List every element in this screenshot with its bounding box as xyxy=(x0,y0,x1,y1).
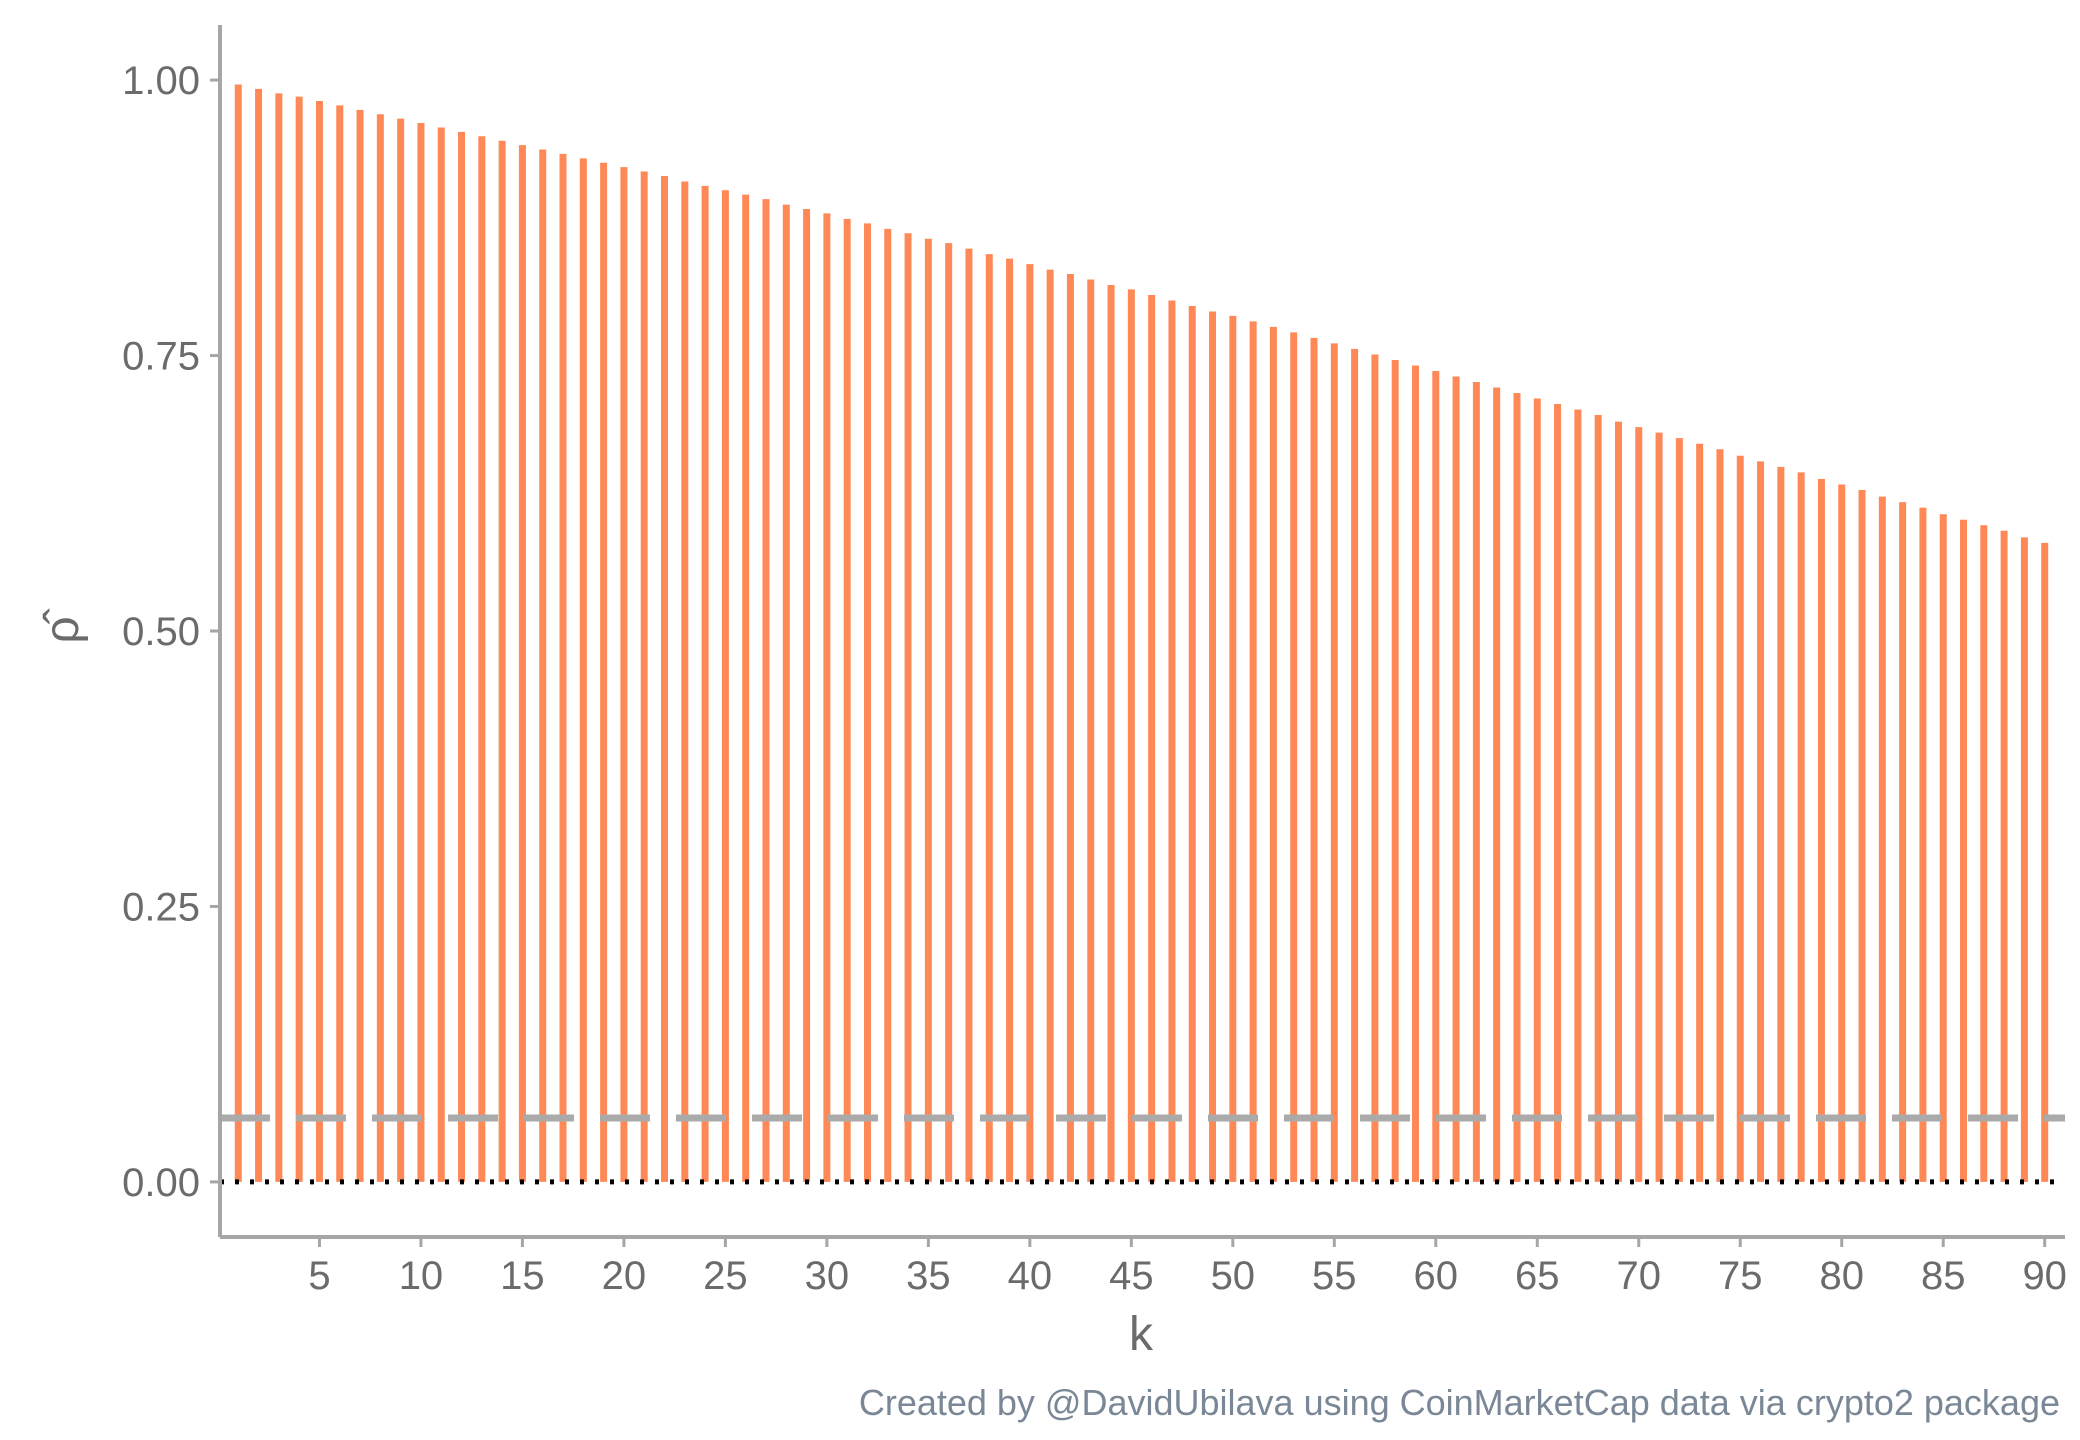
x-tick-label: 70 xyxy=(1617,1254,1662,1298)
x-axis-title: k xyxy=(1129,1308,1154,1361)
x-tick-label: 15 xyxy=(500,1254,545,1298)
x-tick-label: 20 xyxy=(602,1254,647,1298)
x-tick-label: 80 xyxy=(1819,1254,1864,1298)
x-tick-label: 55 xyxy=(1312,1254,1357,1298)
reference-lines xyxy=(220,1114,2065,1185)
x-tick-label: 50 xyxy=(1211,1254,1256,1298)
y-tick-label: 0.25 xyxy=(122,885,200,929)
x-tick-label: 25 xyxy=(703,1254,748,1298)
x-tick-label: 75 xyxy=(1718,1254,1763,1298)
x-tick-label: 10 xyxy=(399,1254,444,1298)
x-tick-label: 65 xyxy=(1515,1254,1560,1298)
x-tick-label: 60 xyxy=(1414,1254,1459,1298)
bars-group xyxy=(234,84,2049,1182)
x-tick-label: 90 xyxy=(2022,1254,2067,1298)
x-tick-label: 30 xyxy=(805,1254,850,1298)
y-tick-label: 0.75 xyxy=(122,335,200,379)
y-tick-label: 0.00 xyxy=(122,1161,200,1205)
x-tick-label: 35 xyxy=(906,1254,951,1298)
y-tick-label: 0.50 xyxy=(122,610,200,654)
axes-group xyxy=(218,25,2065,1239)
x-tick-label: 5 xyxy=(308,1254,330,1298)
ticks-group: 5 10 15 20 25 30 35 40 45 50 55 60 65 70 75 80 85 90 0.00 0… xyxy=(122,59,2067,1298)
x-tick-label: 85 xyxy=(1921,1254,1966,1298)
chart-caption: Created by @DavidUbilava using CoinMarke… xyxy=(859,1382,2060,1423)
y-axis-title: ρ̂ xyxy=(36,608,89,643)
y-tick-label: 1.00 xyxy=(122,59,200,103)
x-tick-label: 40 xyxy=(1008,1254,1053,1298)
x-tick-label: 45 xyxy=(1109,1254,1154,1298)
